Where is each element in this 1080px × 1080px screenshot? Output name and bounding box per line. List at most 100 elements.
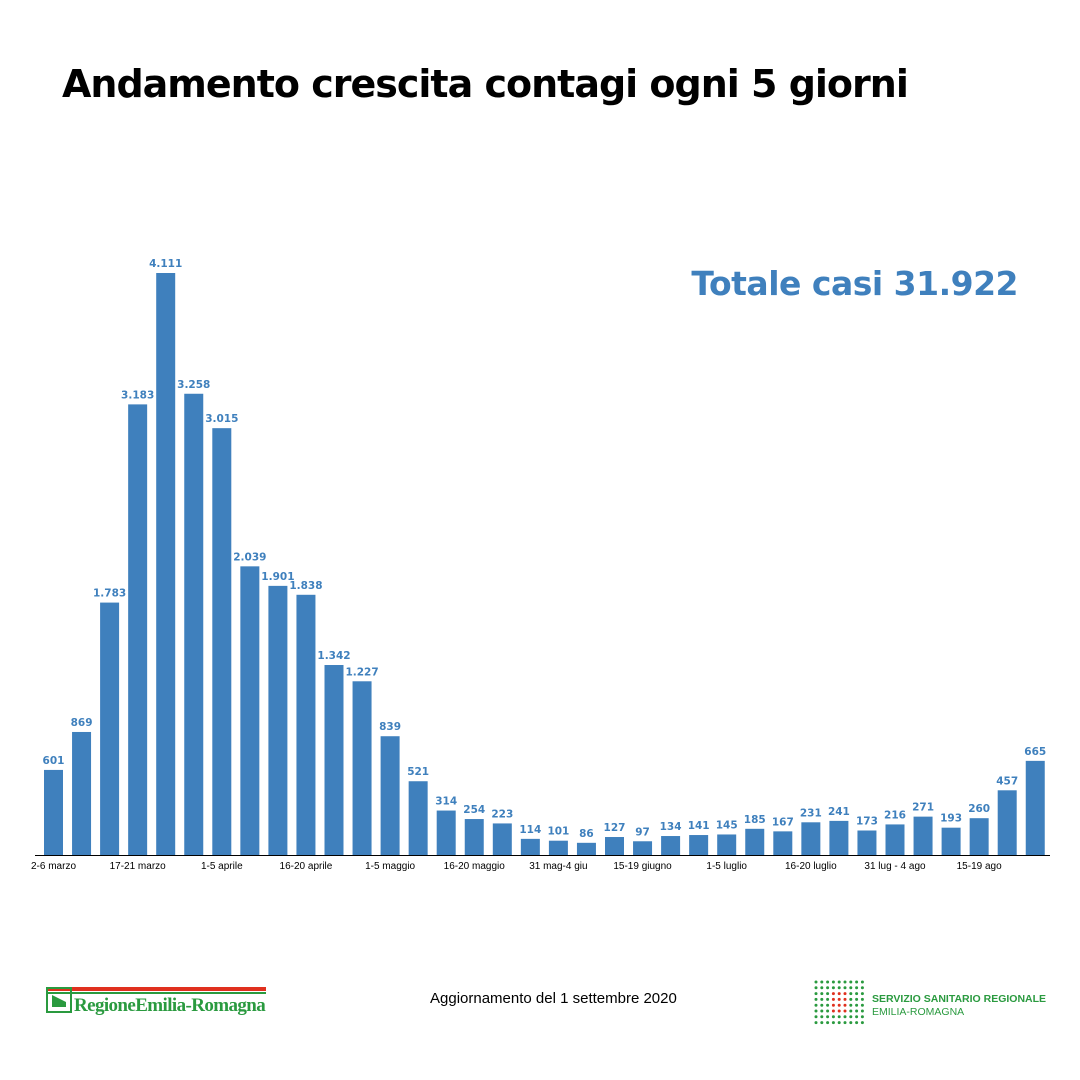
bar-3 bbox=[128, 404, 148, 855]
bar-30 bbox=[885, 824, 905, 855]
bar-value-label-7: 2.039 bbox=[233, 551, 266, 563]
logo-red-stripe bbox=[46, 987, 266, 991]
bar-value-label-2: 1.783 bbox=[93, 588, 126, 600]
bar-value-label-11: 1.227 bbox=[345, 666, 378, 678]
bar-value-label-17: 114 bbox=[519, 824, 541, 836]
bar-22 bbox=[661, 836, 681, 855]
bar-28 bbox=[829, 820, 849, 855]
x-tick-label-9: 16-20 luglio bbox=[785, 861, 837, 872]
x-tick-label-4: 1-5 maggio bbox=[365, 861, 415, 872]
bar-value-label-26: 167 bbox=[772, 816, 794, 828]
bar-1 bbox=[72, 731, 92, 855]
bar-value-label-21: 97 bbox=[635, 826, 650, 838]
bar-23 bbox=[689, 835, 709, 855]
bar-35 bbox=[1025, 760, 1045, 855]
x-tick-label-1: 17-21 marzo bbox=[110, 861, 167, 872]
dot-grid-icon bbox=[814, 980, 864, 1025]
x-tick-label-2: 1-5 aprile bbox=[201, 861, 243, 872]
x-tick-label-10: 31 lug - 4 ago bbox=[864, 861, 926, 872]
bar-value-label-25: 185 bbox=[744, 814, 766, 826]
bar-10 bbox=[324, 665, 344, 855]
bar-value-label-15: 254 bbox=[463, 804, 485, 816]
bar-9 bbox=[296, 594, 316, 855]
bar-26 bbox=[773, 831, 793, 855]
bar-value-label-24: 145 bbox=[716, 819, 738, 831]
bar-value-label-31: 271 bbox=[912, 802, 934, 814]
bar-value-label-0: 601 bbox=[43, 755, 65, 767]
x-tick-label-3: 16-20 aprile bbox=[280, 861, 333, 872]
bar-12 bbox=[380, 736, 400, 855]
x-tick-label-11: 15-19 ago bbox=[957, 861, 1002, 872]
bar-15 bbox=[464, 819, 484, 855]
bar-value-label-6: 3.015 bbox=[205, 413, 238, 425]
bar-value-label-8: 1.901 bbox=[261, 571, 294, 583]
bar-value-label-27: 231 bbox=[800, 807, 822, 819]
bar-6 bbox=[212, 428, 232, 855]
servizio-sanitario-logo: SERVIZIO SANITARIO REGIONALE EMILIA-ROMA… bbox=[812, 978, 1052, 1028]
logo-green-stripe bbox=[46, 992, 266, 994]
bar-4 bbox=[156, 273, 176, 855]
bar-value-label-19: 86 bbox=[579, 828, 594, 840]
bar-value-label-18: 101 bbox=[547, 826, 569, 838]
x-tick-labels-group: 2-6 marzo 17-21 marzo 1-5 aprile 16-20 apri… bbox=[31, 861, 1002, 872]
bar-31 bbox=[913, 816, 933, 855]
bar-5 bbox=[184, 393, 204, 855]
logo-line-2: EMILIA-ROMAGNA bbox=[872, 1006, 965, 1018]
x-tick-label-6: 31 mag-4 giu bbox=[529, 861, 587, 872]
bar-0 bbox=[44, 769, 63, 855]
bar-value-label-14: 314 bbox=[435, 796, 457, 808]
regione-emilia-romagna-logo: RegioneEmilia-Romagna bbox=[46, 984, 268, 1020]
logo-name: RegioneEmilia-Romagna bbox=[74, 995, 266, 1016]
bar-8 bbox=[268, 585, 288, 855]
bar-value-label-16: 223 bbox=[491, 808, 513, 820]
bar-value-label-5: 3.258 bbox=[177, 379, 210, 391]
bar-value-label-9: 1.838 bbox=[289, 580, 322, 592]
chart-title: Andamento crescita contagi ogni 5 giorni bbox=[62, 62, 909, 106]
bar-value-label-12: 839 bbox=[379, 721, 401, 733]
bar-value-label-32: 193 bbox=[940, 813, 962, 825]
bar-14 bbox=[436, 810, 456, 855]
bar-value-label-13: 521 bbox=[407, 766, 429, 778]
x-tick-label-0: 2-6 marzo bbox=[31, 861, 76, 872]
bar-value-label-23: 141 bbox=[688, 820, 710, 832]
logo-line-1: SERVIZIO SANITARIO REGIONALE bbox=[872, 993, 1047, 1005]
bar-34 bbox=[997, 790, 1017, 855]
x-tick-label-5: 16-20 maggio bbox=[444, 861, 506, 872]
bar-chart: 601 869 1.783 3.183 4.111 3.258 3.015 2.039 1.90… bbox=[31, 258, 1050, 872]
total-cases-label: Totale casi 31.922 bbox=[691, 264, 1018, 303]
bar-2 bbox=[100, 602, 120, 855]
x-tick-label-7: 15-19 giugno bbox=[613, 861, 672, 872]
bar-value-label-1: 869 bbox=[71, 717, 93, 729]
logo-flag-icon bbox=[46, 987, 72, 1013]
bar-7 bbox=[240, 566, 260, 855]
update-date-text: Aggiornamento del 1 settembre 2020 bbox=[430, 990, 677, 1007]
bar-value-label-10: 1.342 bbox=[317, 650, 350, 662]
bar-11 bbox=[352, 681, 372, 855]
bar-value-label-4: 4.111 bbox=[149, 258, 182, 270]
bar-value-label-34: 457 bbox=[996, 775, 1018, 787]
bar-17 bbox=[520, 838, 540, 855]
bar-13 bbox=[408, 781, 428, 855]
bar-value-label-30: 216 bbox=[884, 809, 906, 821]
bar-20 bbox=[605, 837, 624, 855]
bar-32 bbox=[941, 827, 961, 855]
bar-value-label-29: 173 bbox=[856, 816, 878, 828]
bar-27 bbox=[801, 822, 821, 855]
bar-25 bbox=[745, 828, 765, 855]
bar-24 bbox=[717, 834, 737, 855]
bar-value-label-20: 127 bbox=[604, 822, 626, 834]
bar-value-label-28: 241 bbox=[828, 806, 850, 818]
bar-labels-group: 601 869 1.783 3.183 4.111 3.258 3.015 2.039 1.90… bbox=[43, 258, 1047, 840]
bar-19 bbox=[576, 842, 596, 855]
bar-16 bbox=[492, 823, 512, 855]
x-tick-label-8: 1-5 luglio bbox=[706, 861, 747, 872]
bar-value-label-22: 134 bbox=[660, 821, 682, 833]
bars-group bbox=[44, 273, 1045, 855]
bar-21 bbox=[633, 841, 653, 855]
bar-value-label-3: 3.183 bbox=[121, 389, 154, 401]
bar-33 bbox=[969, 818, 989, 855]
bar-29 bbox=[857, 830, 877, 855]
bar-value-label-33: 260 bbox=[968, 803, 990, 815]
bar-18 bbox=[548, 840, 568, 855]
bar-value-label-35: 665 bbox=[1024, 746, 1046, 758]
